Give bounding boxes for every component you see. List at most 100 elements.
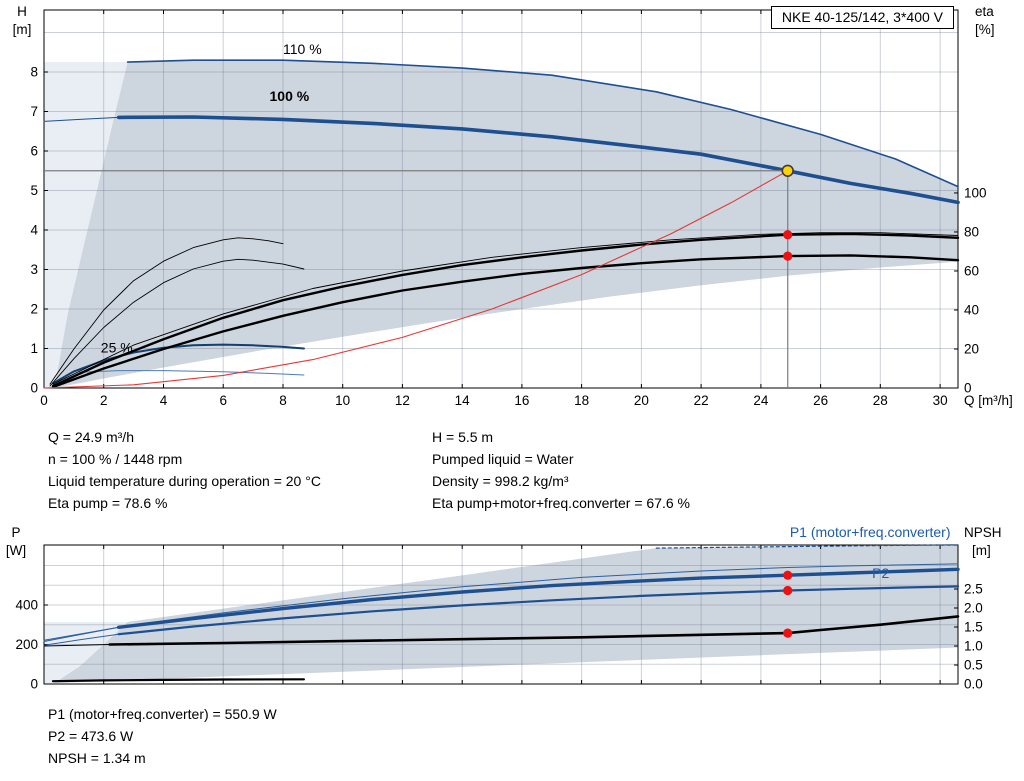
y-left-tick-label: 400: [15, 598, 38, 613]
y-right-tick-label: 2.5: [964, 582, 983, 597]
y-left-axis-label: [W]: [6, 543, 26, 558]
y-right-tick-label: 80: [964, 224, 979, 239]
y-right-tick-label: 0.0: [964, 677, 983, 692]
y-left-tick-label: 1: [30, 341, 38, 356]
y-right-tick-label: 0.5: [964, 658, 983, 673]
plot-frame: [43, 9, 959, 389]
affinity-curve: [43, 170, 789, 389]
y-left-tick-label: 6: [30, 144, 38, 159]
power-envelope: [54, 544, 958, 683]
curve-min-speed: [79, 370, 305, 376]
info-line-eta-total: Eta pump+motor+freq.converter = 67.6 %: [432, 495, 690, 511]
p2-point: [783, 585, 793, 596]
eta-total-point: [783, 251, 793, 261]
p2-lead: [43, 633, 120, 646]
y-left-tick-label: 0: [30, 677, 38, 692]
y-right-tick-label: 100: [964, 185, 987, 200]
qh-eta-chart: 0 2 4 6 8 10 12 14 16 18 20 22 24 26 28 300123456780204…: [13, 4, 1013, 408]
eta-pump-point: [783, 230, 793, 240]
eta-total-curve: [51, 254, 960, 389]
p2-25-curve: [51, 678, 305, 683]
x-tick-label: 16: [514, 393, 529, 408]
duty-info-right: H = 5.5 m Pumped liquid = Water Density …: [432, 426, 690, 514]
p1-lead: [43, 626, 120, 642]
y-right-tick-label: 40: [964, 302, 979, 317]
info-line-head: H = 5.5 m: [432, 429, 494, 445]
power-info: P1 (motor+freq.converter) = 550.9 W P2 =…: [48, 703, 277, 769]
y-right-tick-label: 1.5: [964, 620, 983, 635]
y-right-axis-label: eta: [975, 4, 994, 19]
x-tick-label: 18: [574, 393, 589, 408]
x-tick-label: 14: [455, 393, 471, 408]
x-tick-label: 2: [100, 393, 108, 408]
x-axis-label: Q [m³/h]: [964, 393, 1013, 408]
x-tick-label: 6: [219, 393, 227, 408]
x-tick-label: 8: [279, 393, 287, 408]
x-tick-label: 20: [634, 393, 649, 408]
power-npsh-chart: 0 200 400 0.0 0.5 1.0 1.5 2.0 2.5 P1 (motor+freq.…: [6, 524, 1002, 691]
y-right-tick-label: 60: [964, 263, 979, 278]
duty-point[interactable]: [781, 164, 794, 178]
info-line-speed: n = 100 % / 1448 rpm: [48, 451, 183, 467]
y-right-tick-label: 2.0: [964, 601, 983, 616]
duty-info-left: Q = 24.9 m³/h n = 100 % / 1448 rpm Liqui…: [48, 426, 321, 514]
curve-label: 100 %: [270, 88, 310, 104]
y-right-axis-label: [m]: [972, 543, 991, 558]
npsh-curve: [108, 615, 960, 646]
y-left-tick-label: 8: [30, 65, 38, 80]
plot-frame: [43, 544, 959, 685]
npsh-point: [783, 628, 793, 638]
curve-label: P2: [872, 565, 889, 581]
pump-model-label: NKE 40-125/142, 3*400 V: [781, 9, 943, 25]
y-right-tick-label: 20: [964, 341, 979, 356]
p1-curve: [117, 567, 960, 629]
info-line-liquid-temp: Liquid temperature during operation = 20…: [48, 473, 321, 489]
eta-25-curve-b: [49, 258, 305, 387]
y-left-tick-label: 2: [30, 302, 38, 317]
curve-label: P1 (motor+freq.converter): [790, 524, 951, 540]
npsh-lead: [43, 644, 111, 647]
x-tick-label: 12: [395, 393, 410, 408]
y-right-tick-label: 0: [964, 381, 972, 396]
y-left-tick-label: 4: [30, 223, 38, 238]
x-tick-label: 26: [813, 393, 828, 408]
y-left-axis-label: P: [11, 525, 20, 540]
y-right-tick-label: 1.0: [964, 639, 983, 654]
info-line-p1: P1 (motor+freq.converter) = 550.9 W: [48, 706, 277, 722]
eta-25-curve-a: [49, 237, 284, 385]
x-tick-label: 4: [160, 393, 168, 408]
y-left-tick-label: 7: [30, 104, 38, 119]
eta-pump-110-curve: [52, 232, 959, 385]
info-line-eta-pump: Eta pump = 78.6 %: [48, 495, 168, 511]
info-line-pumped-liquid: Pumped liquid = Water: [432, 451, 574, 467]
x-tick-label: 22: [694, 393, 709, 408]
x-tick-label: 0: [40, 393, 48, 408]
info-line-p2: P2 = 473.6 W: [48, 728, 134, 744]
y-right-axis-label: [%]: [975, 22, 995, 37]
x-tick-label: 30: [933, 393, 948, 408]
curve-100pct-lead: [43, 116, 120, 122]
y-left-axis-label: [m]: [13, 22, 32, 37]
eta-pump-curve: [51, 232, 960, 388]
p2-curve: [117, 585, 960, 636]
speed-envelope: [54, 60, 958, 388]
info-line-density: Density = 998.2 kg/m³: [432, 473, 569, 489]
curve-25pct: [52, 343, 305, 385]
speed-envelope-light: [44, 62, 128, 388]
p1-point: [783, 570, 793, 580]
y-left-tick-label: 0: [30, 381, 38, 396]
info-line-flow: Q = 24.9 m³/h: [48, 429, 134, 445]
x-tick-label: 28: [873, 393, 888, 408]
y-left-tick-label: 3: [30, 262, 38, 277]
curve-100pct: [116, 115, 960, 205]
y-right-axis-label: NPSH: [964, 525, 1002, 540]
curve-110pct: [126, 59, 959, 188]
y-left-tick-label: 200: [15, 637, 38, 652]
y-left-axis-label: H: [17, 4, 27, 19]
p1-max-dashed: [655, 544, 959, 549]
curve-label: 25 %: [101, 340, 133, 356]
x-tick-label: 24: [753, 393, 769, 408]
pump-model-box: NKE 40-125/142, 3*400 V: [770, 6, 954, 29]
x-tick-label: 10: [335, 393, 350, 408]
